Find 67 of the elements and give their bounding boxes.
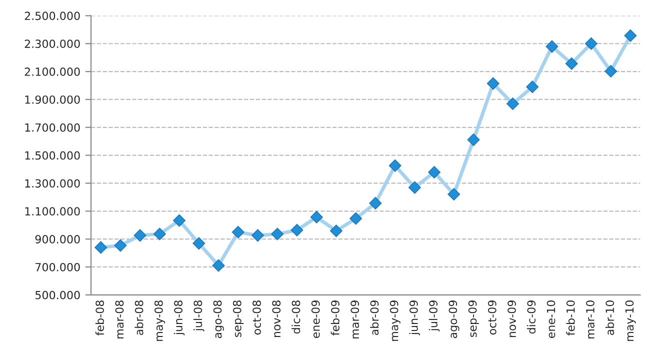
x-tick-label: nov-09: [508, 300, 516, 338]
y-tick-label: 1.700.000: [25, 123, 80, 132]
y-tick-label: 1.900.000: [25, 95, 80, 104]
y-tick-label: 500.000: [35, 290, 80, 300]
x-tick-label: sep-08: [232, 300, 244, 337]
y-tick-label: 1.300.000: [25, 179, 80, 188]
point: [584, 37, 598, 50]
x-tick-label: sep-09: [468, 300, 479, 337]
x-tick-label: abr-08: [134, 300, 144, 335]
x-tick-label: jul-08: [194, 300, 204, 332]
x-tick-label: abr-09: [370, 300, 379, 335]
x-tick-label: mar-09: [350, 300, 360, 338]
point: [467, 134, 480, 146]
x-tick-label: ago-09: [448, 300, 460, 338]
point: [192, 237, 206, 250]
point: [486, 77, 500, 90]
x-tick-label: abr-10: [605, 300, 614, 335]
x-tick-label: may-10: [625, 300, 636, 341]
point: [232, 226, 244, 238]
x-tick-label: ene-10: [546, 300, 556, 338]
x-tick-label: dic-08: [292, 300, 300, 334]
x-tick-label: mar-08: [115, 300, 124, 338]
point: [251, 229, 264, 242]
x-tick-label: feb-08: [95, 300, 104, 336]
x-tick-label: ene-09: [311, 300, 320, 338]
x-tick-label: may-09: [390, 300, 400, 341]
point: [290, 224, 304, 236]
point: [173, 214, 186, 227]
point: [565, 57, 578, 70]
point: [428, 166, 441, 178]
y-tick-label: 2.300.000: [24, 40, 80, 48]
x-tick-label: mar-10: [586, 300, 594, 338]
y-tick-label: 1.100.000: [25, 207, 80, 216]
point: [604, 65, 618, 78]
x-tick-label: feb-10: [566, 300, 575, 336]
point: [408, 181, 421, 194]
point: [369, 196, 382, 210]
x-tick-label: oct-09: [488, 300, 496, 335]
point: [134, 229, 146, 242]
y-tick-label: 2.100.000: [24, 68, 80, 76]
x-tick-label: jun-09: [409, 300, 420, 336]
x-tick-label: feb-09: [330, 300, 340, 336]
point: [153, 228, 166, 240]
x-tick-label: nov-08: [272, 300, 281, 338]
point: [350, 212, 362, 225]
x-tick-label: oct-08: [252, 300, 261, 335]
point: [546, 40, 558, 53]
x-tick-label: jul-09: [428, 300, 440, 332]
x-tick-label: jun-08: [174, 300, 185, 336]
point: [94, 241, 108, 254]
point: [624, 29, 637, 42]
point: [114, 239, 127, 252]
point: [271, 228, 284, 240]
y-tick-label: 1.500.000: [25, 151, 80, 160]
y-tick-label: 2.500.000: [24, 12, 80, 20]
point: [212, 259, 225, 272]
point: [330, 224, 342, 238]
y-tick-label: 700.000: [36, 262, 80, 272]
point: [388, 159, 402, 172]
x-tick-label: dic-09: [526, 300, 536, 334]
x-tick-label: ago-08: [213, 300, 224, 338]
point: [310, 210, 323, 224]
x-tick-label: may-08: [154, 300, 166, 341]
point: [448, 188, 460, 200]
point: [526, 80, 539, 94]
y-tick-label: 900.000: [35, 235, 80, 244]
point: [506, 98, 519, 110]
